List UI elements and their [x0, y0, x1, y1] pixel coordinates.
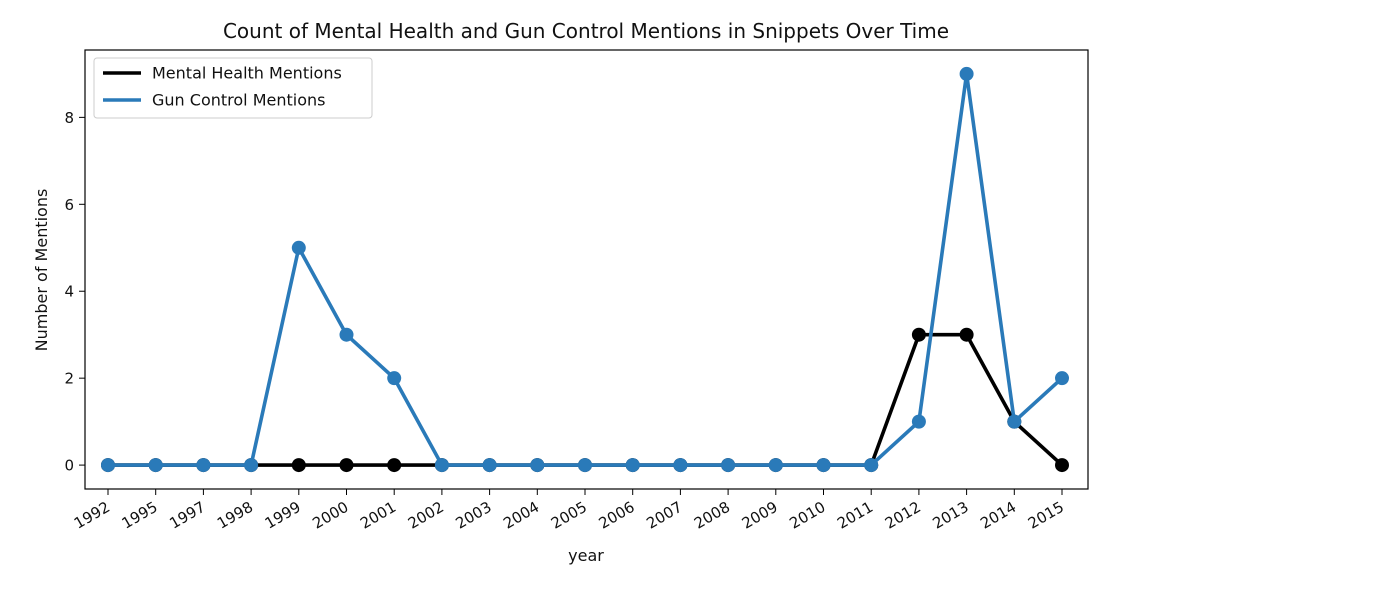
- x-tick-label: 2004: [500, 498, 542, 533]
- data-point: [578, 458, 592, 473]
- y-axis-label: Number of Mentions: [32, 189, 51, 352]
- x-tick-label: 1992: [71, 498, 113, 533]
- data-point: [911, 414, 926, 429]
- x-tick-label: 2006: [596, 498, 638, 533]
- x-tick-label: 2001: [357, 498, 399, 533]
- x-tick-label: 2002: [405, 498, 447, 533]
- data-point: [959, 327, 974, 342]
- plot-frame: [84, 49, 1089, 490]
- data-point: [673, 458, 688, 473]
- x-tick-label: 2015: [1025, 498, 1067, 533]
- data-point: [291, 240, 306, 255]
- series-line: [106, 332, 1064, 467]
- data-point: [959, 66, 974, 81]
- y-tick-label: 2: [64, 370, 74, 388]
- data-point: [768, 458, 783, 473]
- plot-area: [101, 66, 1069, 473]
- x-tick-label: 2000: [309, 498, 351, 533]
- series-line: [106, 73, 1064, 467]
- x-tick-label: 2014: [977, 498, 1019, 533]
- x-axis: 1992 1995 1997 1998 1999 2000 2001 2002 2003 2004…: [71, 489, 1067, 533]
- data-point: [339, 327, 354, 342]
- y-tick-label: 0: [64, 457, 74, 475]
- x-tick-label: 2010: [786, 498, 828, 533]
- data-point: [816, 458, 831, 473]
- data-point: [244, 458, 259, 473]
- data-point: [1055, 371, 1069, 386]
- data-point: [530, 458, 545, 473]
- y-axis: 0 2 4 6 8: [64, 109, 85, 475]
- series-mental-health-mentions: [101, 327, 1069, 473]
- x-tick-label: 1999: [262, 498, 304, 533]
- data-point: [864, 458, 879, 473]
- data-point: [339, 458, 354, 473]
- data-point: [1055, 458, 1069, 473]
- data-point: [911, 327, 926, 342]
- data-point: [148, 458, 163, 473]
- data-point: [721, 458, 736, 473]
- legend-label: Mental Health Mentions: [152, 64, 342, 83]
- x-tick-label: 1998: [214, 498, 256, 533]
- data-point: [291, 458, 306, 473]
- data-point: [434, 458, 449, 473]
- data-point: [196, 458, 211, 473]
- legend-label: Gun Control Mentions: [152, 91, 325, 110]
- x-axis-label: year: [568, 546, 604, 565]
- x-tick-label: 2009: [739, 498, 781, 533]
- legend-item: Gun Control Mentions: [103, 91, 325, 110]
- x-tick-label: 2007: [643, 498, 685, 533]
- y-tick-label: 8: [64, 109, 74, 127]
- chart-title: Count of Mental Health and Gun Control M…: [223, 19, 949, 43]
- data-point: [387, 458, 402, 473]
- data-point: [1007, 414, 1022, 429]
- series-gun-control-mentions: [101, 66, 1069, 473]
- data-point: [625, 458, 640, 473]
- x-tick-label: 1995: [119, 498, 161, 533]
- legend-frame: [93, 57, 373, 119]
- y-tick-label: 6: [64, 196, 74, 214]
- data-point: [482, 458, 497, 473]
- x-tick-label: 2005: [548, 498, 590, 533]
- y-tick-label: 4: [64, 283, 74, 301]
- x-tick-label: 2003: [453, 498, 495, 533]
- x-tick-label: 2012: [882, 498, 924, 533]
- x-tick-label: 1997: [166, 498, 208, 533]
- x-tick-label: 2013: [930, 498, 972, 533]
- legend: Mental Health Mentions Gun Control Mentio…: [93, 57, 373, 119]
- x-tick-label: 2008: [691, 498, 733, 533]
- data-point: [387, 371, 402, 386]
- legend-item: Mental Health Mentions: [103, 64, 342, 83]
- x-tick-label: 2011: [834, 498, 876, 533]
- data-point: [101, 458, 115, 473]
